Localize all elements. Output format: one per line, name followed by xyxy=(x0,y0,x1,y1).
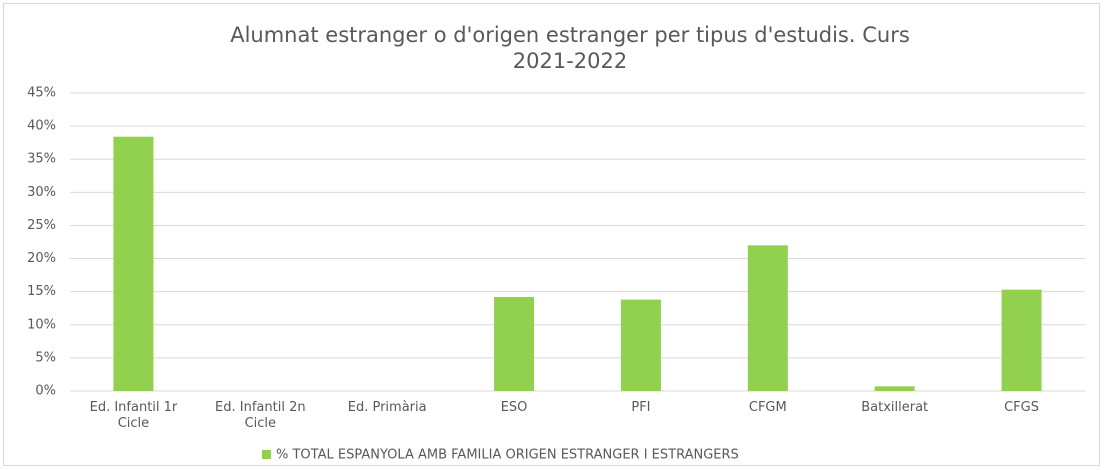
x-tick-label: CFGM xyxy=(748,400,787,415)
x-tick-label: ESO xyxy=(500,400,528,415)
bar xyxy=(874,386,915,391)
y-tick-label: 10% xyxy=(27,317,56,332)
y-tick-label: 5% xyxy=(35,350,56,365)
x-tick-label: PFI xyxy=(631,400,651,415)
y-tick-label: 20% xyxy=(27,251,56,266)
legend-label: % TOTAL ESPANYOLA AMB FAMILIA ORIGEN EST… xyxy=(276,448,739,463)
y-tick-label: 35% xyxy=(27,152,56,167)
chart-title: Alumnat estranger o d'origen estranger p… xyxy=(230,23,910,47)
y-tick-label: 0% xyxy=(35,384,56,399)
bar xyxy=(747,245,788,391)
bar xyxy=(113,136,154,391)
chart-border xyxy=(3,3,1100,466)
x-tick-label: Batxillerat xyxy=(861,400,929,415)
y-tick-label: 30% xyxy=(27,185,56,200)
y-tick-label: 45% xyxy=(27,86,56,101)
legend-swatch xyxy=(262,450,271,459)
x-tick-label: Ed. Infantil 2n Cicle xyxy=(215,400,306,431)
bar xyxy=(620,299,661,391)
x-tick-label: Ed. Primària xyxy=(347,400,427,415)
y-tick-label: 25% xyxy=(27,218,56,233)
y-tick-label: 15% xyxy=(27,284,56,299)
y-tick-label: 40% xyxy=(27,119,56,134)
bar xyxy=(494,296,535,391)
x-tick-label: CFGS xyxy=(1004,400,1039,415)
bar xyxy=(1001,289,1042,391)
x-tick-label: Ed. Infantil 1r Cicle xyxy=(89,400,178,431)
chart-title: 2021-2022 xyxy=(513,49,627,73)
